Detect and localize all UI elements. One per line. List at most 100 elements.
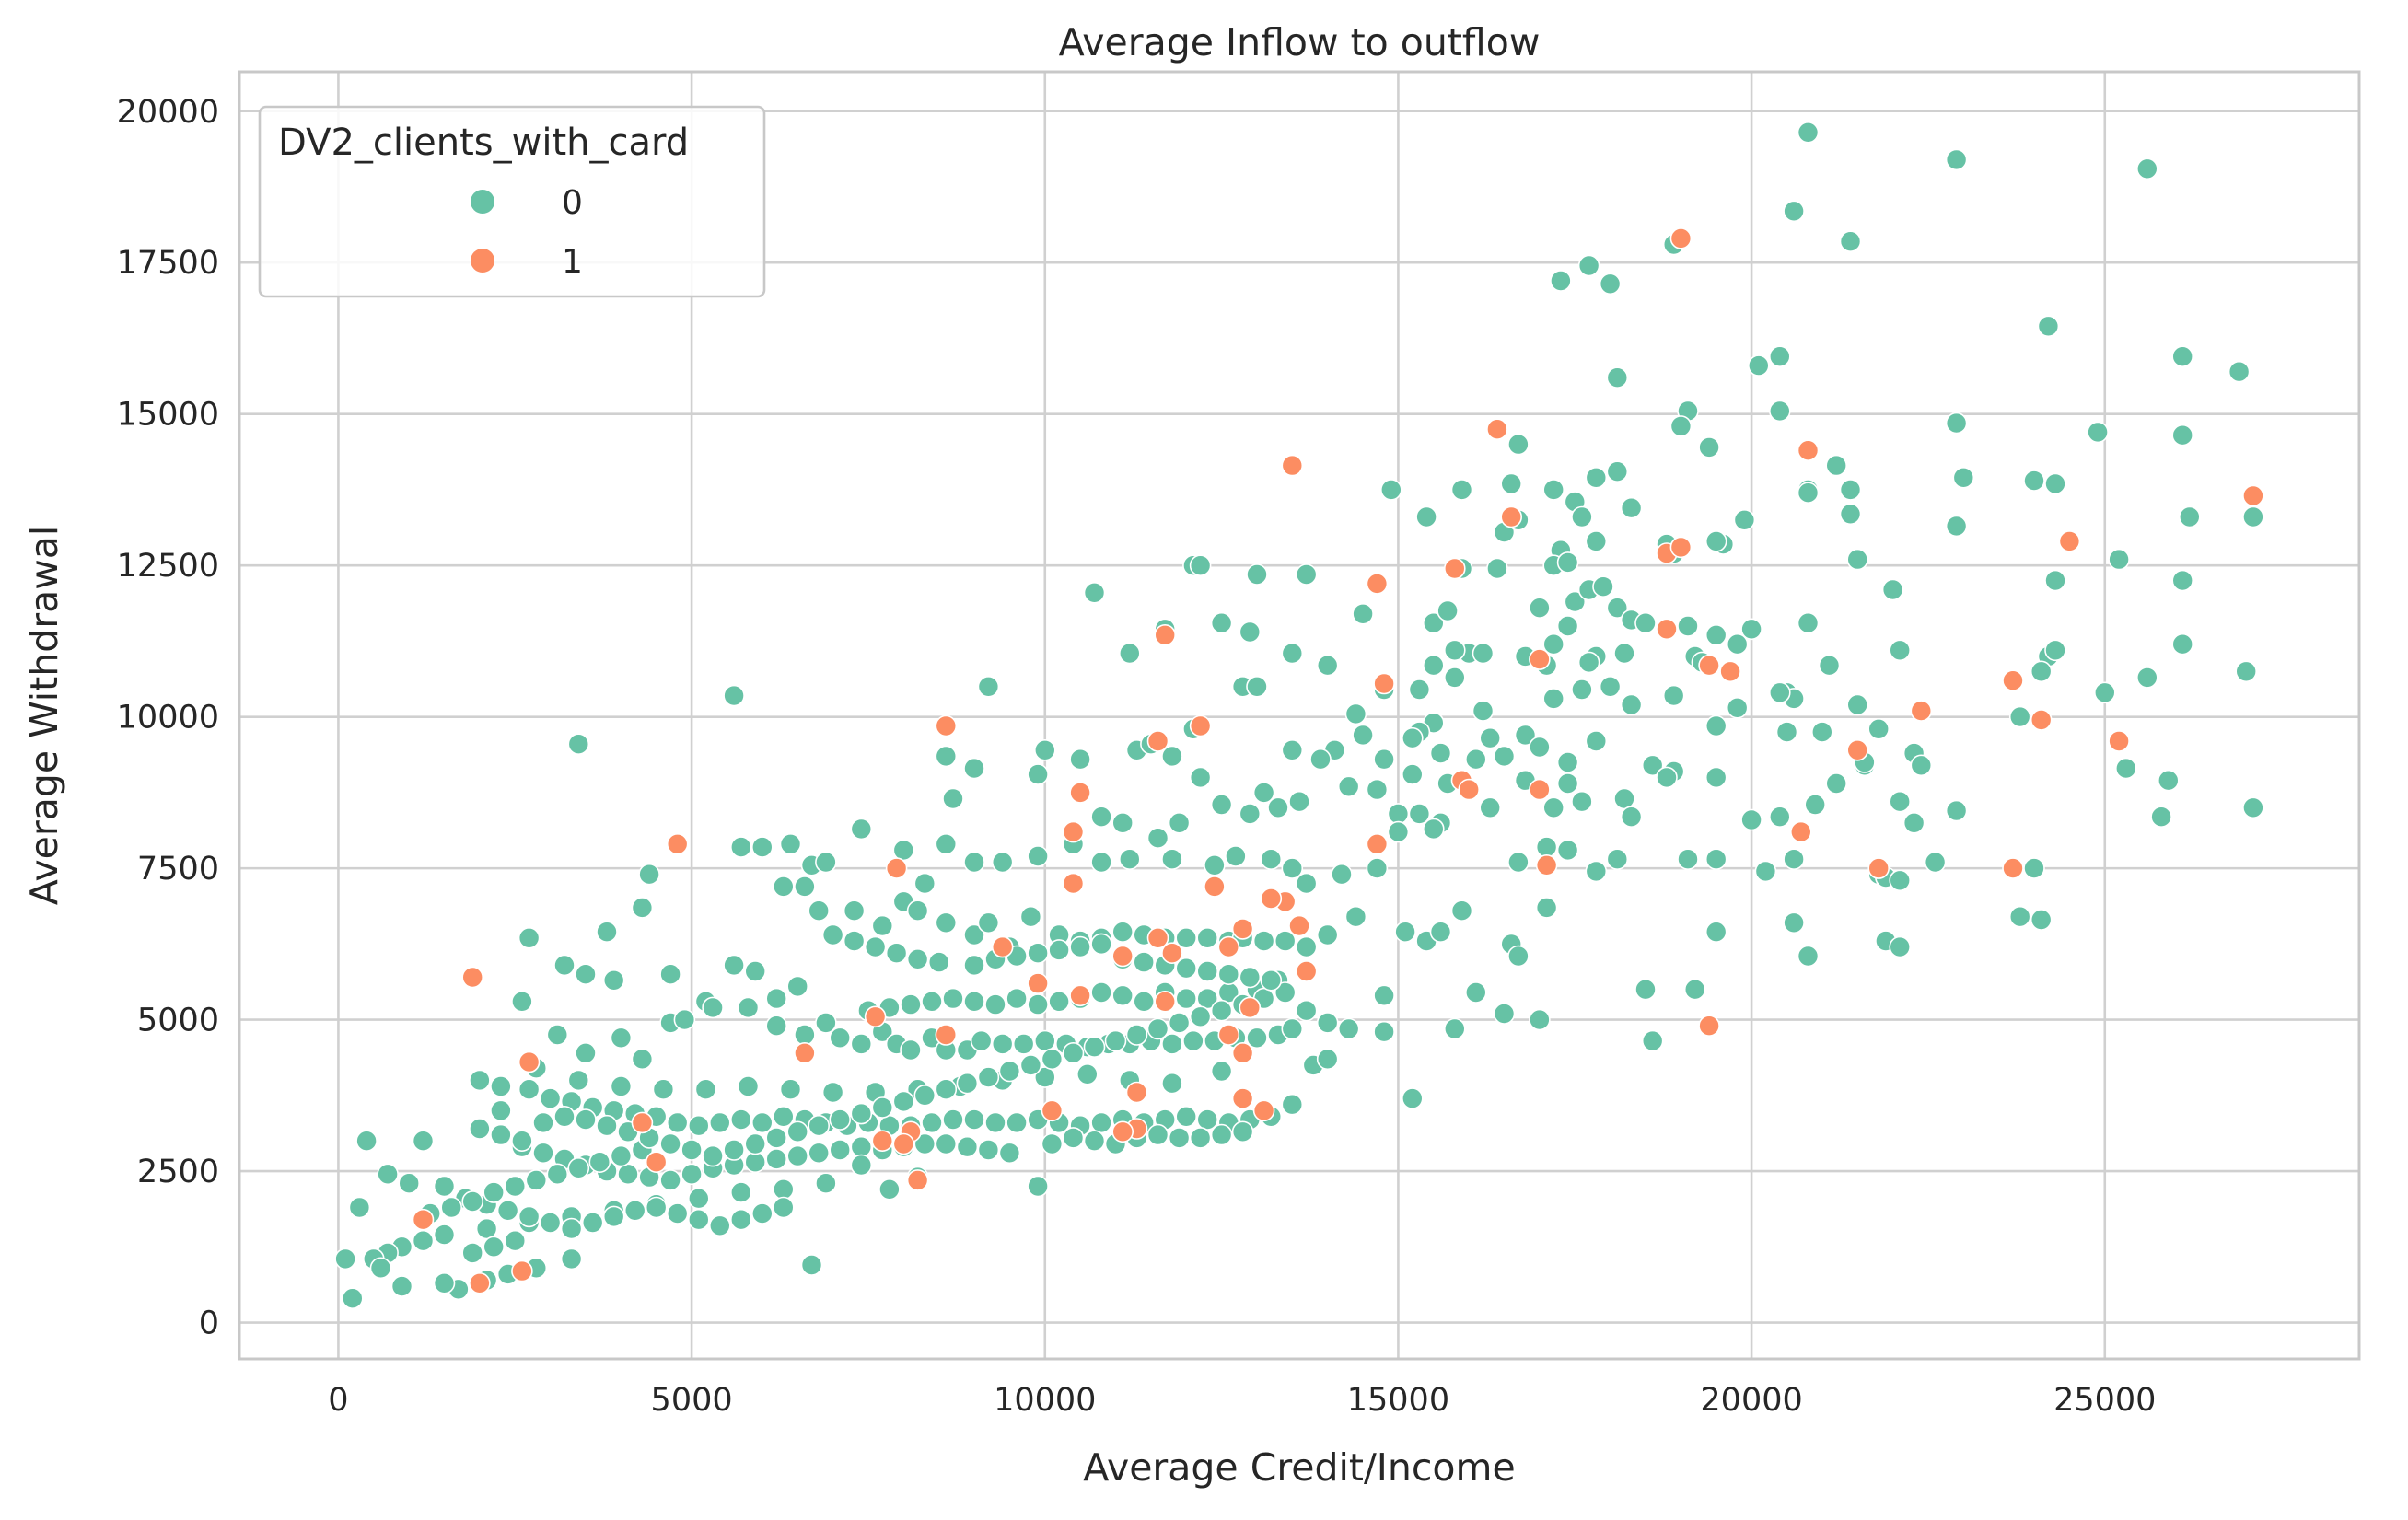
data-point-series-0 xyxy=(843,899,866,922)
data-point-series-0 xyxy=(602,1205,625,1228)
data-point-series-0 xyxy=(1034,1029,1056,1052)
data-point-series-1 xyxy=(1041,1099,1064,1122)
data-point-series-0 xyxy=(1754,860,1777,883)
data-point-series-0 xyxy=(1472,642,1495,665)
data-point-series-1 xyxy=(1373,672,1395,695)
data-point-series-0 xyxy=(998,1060,1021,1083)
data-point-series-1 xyxy=(1529,648,1551,670)
data-point-series-0 xyxy=(2008,705,2031,728)
data-point-series-0 xyxy=(1634,978,1657,1001)
data-point-series-0 xyxy=(1500,472,1522,495)
data-point-series-1 xyxy=(2002,857,2024,879)
data-point-series-0 xyxy=(772,1196,795,1219)
data-point-series-1 xyxy=(1154,991,1176,1013)
data-point-series-0 xyxy=(1662,684,1685,707)
data-point-series-0 xyxy=(1564,590,1587,613)
data-point-series-0 xyxy=(850,1135,873,1158)
data-point-series-0 xyxy=(1260,969,1283,992)
data-point-series-1 xyxy=(518,1050,541,1073)
data-point-series-0 xyxy=(1535,897,1558,919)
data-point-series-1 xyxy=(1867,857,1890,879)
data-point-series-0 xyxy=(963,954,985,977)
data-point-series-0 xyxy=(772,1106,795,1128)
data-point-series-0 xyxy=(1111,811,1134,834)
data-point-series-0 xyxy=(900,1038,922,1062)
y-axis-label: Average Withdrawal xyxy=(22,526,66,906)
data-point-series-0 xyxy=(673,1008,696,1031)
data-point-series-0 xyxy=(1062,1042,1085,1064)
data-point-series-0 xyxy=(1577,651,1600,674)
data-point-series-0 xyxy=(2242,796,2264,819)
data-point-series-1 xyxy=(1252,1099,1275,1122)
y-tick-label: 15000 xyxy=(117,397,219,434)
data-point-series-0 xyxy=(1704,766,1727,789)
data-point-series-0 xyxy=(1429,742,1452,764)
data-point-series-1 xyxy=(1154,623,1176,646)
data-point-series-0 xyxy=(1839,230,1862,253)
data-point-series-0 xyxy=(1423,611,1445,634)
data-point-series-0 xyxy=(1366,778,1389,801)
data-point-series-0 xyxy=(1189,1005,1212,1028)
data-point-series-0 xyxy=(1408,679,1431,701)
data-point-series-0 xyxy=(1387,803,1410,825)
data-point-series-1 xyxy=(1500,505,1522,528)
data-point-series-0 xyxy=(1542,796,1565,819)
data-point-series-1 xyxy=(2108,730,2130,752)
data-point-series-0 xyxy=(687,1114,710,1137)
data-point-series-0 xyxy=(737,996,760,1019)
data-point-series-0 xyxy=(1012,1033,1035,1055)
legend-marker-0 xyxy=(471,190,494,214)
data-point-series-0 xyxy=(1698,436,1720,458)
data-point-series-0 xyxy=(518,926,541,949)
data-point-series-0 xyxy=(610,1027,633,1050)
data-point-series-0 xyxy=(1606,597,1629,620)
data-point-series-0 xyxy=(1493,745,1516,768)
data-point-series-0 xyxy=(546,1024,569,1046)
data-point-series-0 xyxy=(871,1096,894,1119)
data-point-series-0 xyxy=(1196,960,1218,982)
data-point-series-1 xyxy=(1529,778,1551,801)
data-point-series-0 xyxy=(1175,957,1197,980)
data-point-series-0 xyxy=(659,1132,681,1155)
data-point-series-0 xyxy=(1465,981,1487,1004)
data-point-series-0 xyxy=(2171,569,2193,592)
data-point-series-0 xyxy=(1542,479,1565,501)
data-point-series-0 xyxy=(1620,693,1643,716)
data-point-series-0 xyxy=(1090,851,1112,874)
data-point-series-0 xyxy=(1196,926,1218,949)
data-point-series-0 xyxy=(1529,597,1551,620)
data-point-series-1 xyxy=(469,1272,491,1294)
data-point-series-0 xyxy=(1726,696,1749,719)
data-point-series-0 xyxy=(1479,726,1501,749)
data-point-series-0 xyxy=(1295,935,1318,958)
data-point-series-1 xyxy=(892,1132,915,1155)
data-point-series-1 xyxy=(1189,714,1212,737)
data-point-series-0 xyxy=(1380,479,1402,501)
data-point-series-0 xyxy=(1606,460,1629,483)
data-point-series-0 xyxy=(1168,811,1191,834)
data-point-series-1 xyxy=(1239,996,1262,1019)
data-point-series-0 xyxy=(1252,930,1275,952)
data-point-series-0 xyxy=(1034,738,1056,761)
data-point-series-0 xyxy=(723,1139,745,1161)
data-point-series-0 xyxy=(702,996,724,1019)
data-point-series-0 xyxy=(1415,505,1437,528)
data-point-series-0 xyxy=(772,876,795,898)
data-point-series-0 xyxy=(645,1196,668,1219)
data-point-series-0 xyxy=(800,1254,823,1276)
y-tick-label: 5000 xyxy=(137,1003,219,1039)
data-point-series-0 xyxy=(461,1242,484,1264)
data-point-series-0 xyxy=(1535,836,1558,858)
data-point-series-0 xyxy=(765,987,788,1010)
data-point-series-0 xyxy=(1733,508,1756,531)
data-point-series-0 xyxy=(1119,848,1141,871)
data-point-series-0 xyxy=(1726,632,1749,656)
data-point-series-0 xyxy=(1295,563,1318,586)
data-point-series-0 xyxy=(1281,738,1304,761)
data-point-series-0 xyxy=(815,1172,837,1194)
data-point-series-0 xyxy=(786,1144,809,1167)
data-point-series-0 xyxy=(1295,872,1318,895)
data-point-series-0 xyxy=(750,836,774,858)
y-tick-label: 2500 xyxy=(137,1154,219,1190)
data-point-series-0 xyxy=(496,1200,519,1222)
